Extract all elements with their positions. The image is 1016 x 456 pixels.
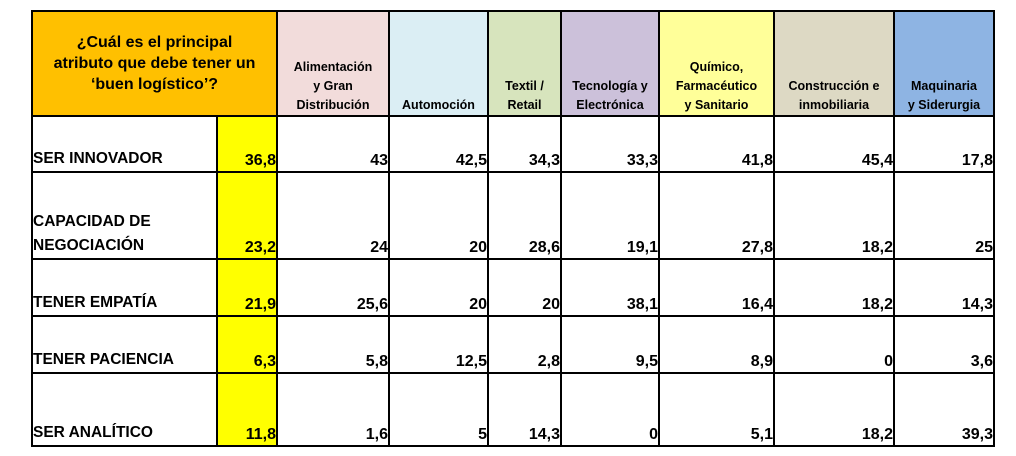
column-header-quimico-farmaceutico-y-sanitario: Químico, Farmacéutico y Sanitario xyxy=(658,10,775,117)
value-cell: 43 xyxy=(276,115,390,173)
value-cell: 2,8 xyxy=(487,315,562,374)
row-label: CAPACIDAD DE NEGOCIACIÓN xyxy=(31,171,218,260)
value-cell: 1,6 xyxy=(276,372,390,447)
value-cell: 27,8 xyxy=(658,171,775,260)
total-cell: 11,8 xyxy=(216,372,278,447)
value-cell: 17,8 xyxy=(893,115,995,173)
value-cell: 20 xyxy=(388,171,489,260)
value-cell: 28,6 xyxy=(487,171,562,260)
survey-table: ¿Cuál es el principal atributo que debe … xyxy=(31,10,995,447)
value-cell: 0 xyxy=(560,372,660,447)
value-cell: 5,8 xyxy=(276,315,390,374)
value-cell: 18,2 xyxy=(773,171,895,260)
value-cell: 24 xyxy=(276,171,390,260)
row-label: TENER PACIENCIA xyxy=(31,315,218,374)
table-title: ¿Cuál es el principal atributo que debe … xyxy=(31,10,278,117)
value-cell: 34,3 xyxy=(487,115,562,173)
column-header-maquinaria-y-siderurgia: Maquinaria y Siderurgia xyxy=(893,10,995,117)
value-cell: 20 xyxy=(487,258,562,317)
value-cell: 45,4 xyxy=(773,115,895,173)
column-header-construccion-e-inmobiliaria: Construcción e inmobiliaria xyxy=(773,10,895,117)
total-cell: 36,8 xyxy=(216,115,278,173)
value-cell: 42,5 xyxy=(388,115,489,173)
table-body: SER INNOVADOR 36,8 43 42,5 34,3 33,3 41,8 45,4 1… xyxy=(31,115,995,447)
total-cell: 21,9 xyxy=(216,258,278,317)
table-row: SER ANALÍTICO 11,8 1,6 5 14,3 0 5,1 18,2 39,3 xyxy=(31,372,995,447)
row-label: SER ANALÍTICO xyxy=(31,372,218,447)
column-header-tecnologia-y-electronica: Tecnología y Electrónica xyxy=(560,10,660,117)
value-cell: 25 xyxy=(893,171,995,260)
value-cell: 18,2 xyxy=(773,258,895,317)
value-cell: 9,5 xyxy=(560,315,660,374)
column-header-automocion: Automoción xyxy=(388,10,489,117)
value-cell: 41,8 xyxy=(658,115,775,173)
value-cell: 0 xyxy=(773,315,895,374)
total-cell: 23,2 xyxy=(216,171,278,260)
value-cell: 5 xyxy=(388,372,489,447)
row-label: TENER EMPATÍA xyxy=(31,258,218,317)
total-cell: 6,3 xyxy=(216,315,278,374)
value-cell: 20 xyxy=(388,258,489,317)
value-cell: 3,6 xyxy=(893,315,995,374)
value-cell: 19,1 xyxy=(560,171,660,260)
value-cell: 8,9 xyxy=(658,315,775,374)
value-cell: 39,3 xyxy=(893,372,995,447)
value-cell: 14,3 xyxy=(893,258,995,317)
column-header-textil-retail: Textil / Retail xyxy=(487,10,562,117)
value-cell: 14,3 xyxy=(487,372,562,447)
row-label: SER INNOVADOR xyxy=(31,115,218,173)
value-cell: 18,2 xyxy=(773,372,895,447)
table-row: TENER PACIENCIA 6,3 5,8 12,5 2,8 9,5 8,9 0 3,6 xyxy=(31,315,995,374)
value-cell: 38,1 xyxy=(560,258,660,317)
table-row: SER INNOVADOR 36,8 43 42,5 34,3 33,3 41,8 45,4 1… xyxy=(31,115,995,173)
table-row: TENER EMPATÍA 21,9 25,6 20 20 38,1 16,4 18,2 14,… xyxy=(31,258,995,317)
value-cell: 5,1 xyxy=(658,372,775,447)
value-cell: 12,5 xyxy=(388,315,489,374)
value-cell: 25,6 xyxy=(276,258,390,317)
header-row: ¿Cuál es el principal atributo que debe … xyxy=(31,10,995,117)
table-row: CAPACIDAD DE NEGOCIACIÓN 23,2 24 20 28,6 19,1… xyxy=(31,171,995,260)
column-header-alimentacion-y-gran-distribucion: Alimentación y Gran Distribución xyxy=(276,10,390,117)
value-cell: 16,4 xyxy=(658,258,775,317)
value-cell: 33,3 xyxy=(560,115,660,173)
